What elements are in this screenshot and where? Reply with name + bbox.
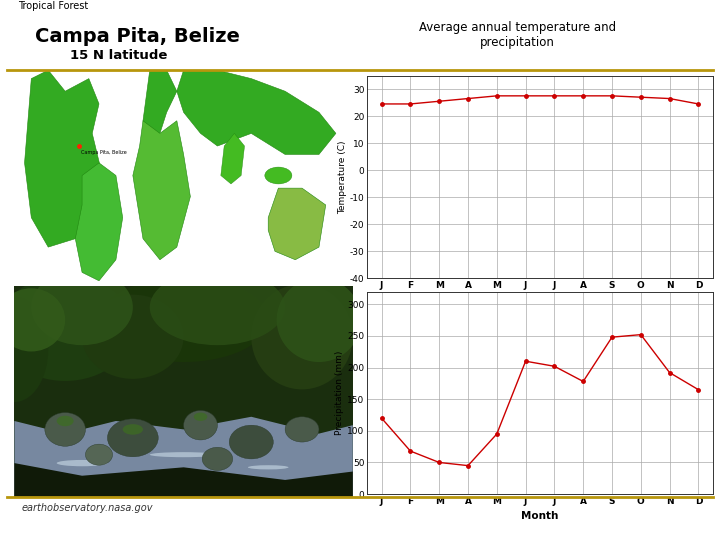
Polygon shape — [24, 70, 102, 247]
Ellipse shape — [107, 419, 158, 457]
Ellipse shape — [86, 444, 112, 465]
Ellipse shape — [57, 416, 73, 426]
Polygon shape — [268, 188, 325, 260]
Ellipse shape — [265, 167, 292, 184]
Polygon shape — [14, 463, 353, 497]
Ellipse shape — [276, 278, 361, 362]
Polygon shape — [133, 121, 190, 260]
Ellipse shape — [248, 465, 289, 469]
Ellipse shape — [57, 460, 107, 466]
Ellipse shape — [0, 288, 65, 352]
Text: earthobservatory.nasa.gov: earthobservatory.nasa.gov — [22, 503, 153, 514]
Text: Campa Pita, Belize: Campa Pita, Belize — [81, 150, 127, 154]
Polygon shape — [143, 70, 177, 133]
X-axis label: Month: Month — [521, 295, 559, 306]
Polygon shape — [14, 417, 353, 497]
Ellipse shape — [150, 452, 217, 457]
Ellipse shape — [0, 275, 133, 381]
Text: Tropical Forest: Tropical Forest — [18, 2, 88, 11]
Polygon shape — [76, 163, 122, 281]
Ellipse shape — [251, 284, 353, 389]
Ellipse shape — [229, 425, 274, 459]
Text: Average annual temperature and
precipitation: Average annual temperature and precipita… — [419, 21, 616, 49]
Polygon shape — [177, 70, 336, 154]
Ellipse shape — [0, 297, 48, 402]
Ellipse shape — [184, 410, 217, 440]
Ellipse shape — [202, 447, 233, 470]
Y-axis label: Precipitation (mm): Precipitation (mm) — [336, 350, 344, 435]
Ellipse shape — [99, 278, 269, 362]
X-axis label: Month: Month — [521, 511, 559, 522]
Ellipse shape — [194, 413, 207, 421]
Ellipse shape — [45, 413, 86, 446]
Polygon shape — [221, 133, 245, 184]
Ellipse shape — [32, 269, 133, 345]
Ellipse shape — [285, 417, 319, 442]
Ellipse shape — [150, 269, 285, 345]
Ellipse shape — [122, 424, 143, 435]
Text: 15 N latitude: 15 N latitude — [71, 49, 168, 62]
Text: Campa Pita, Belize: Campa Pita, Belize — [35, 26, 240, 46]
Y-axis label: Temperature (C): Temperature (C) — [338, 140, 347, 214]
Ellipse shape — [82, 295, 184, 379]
